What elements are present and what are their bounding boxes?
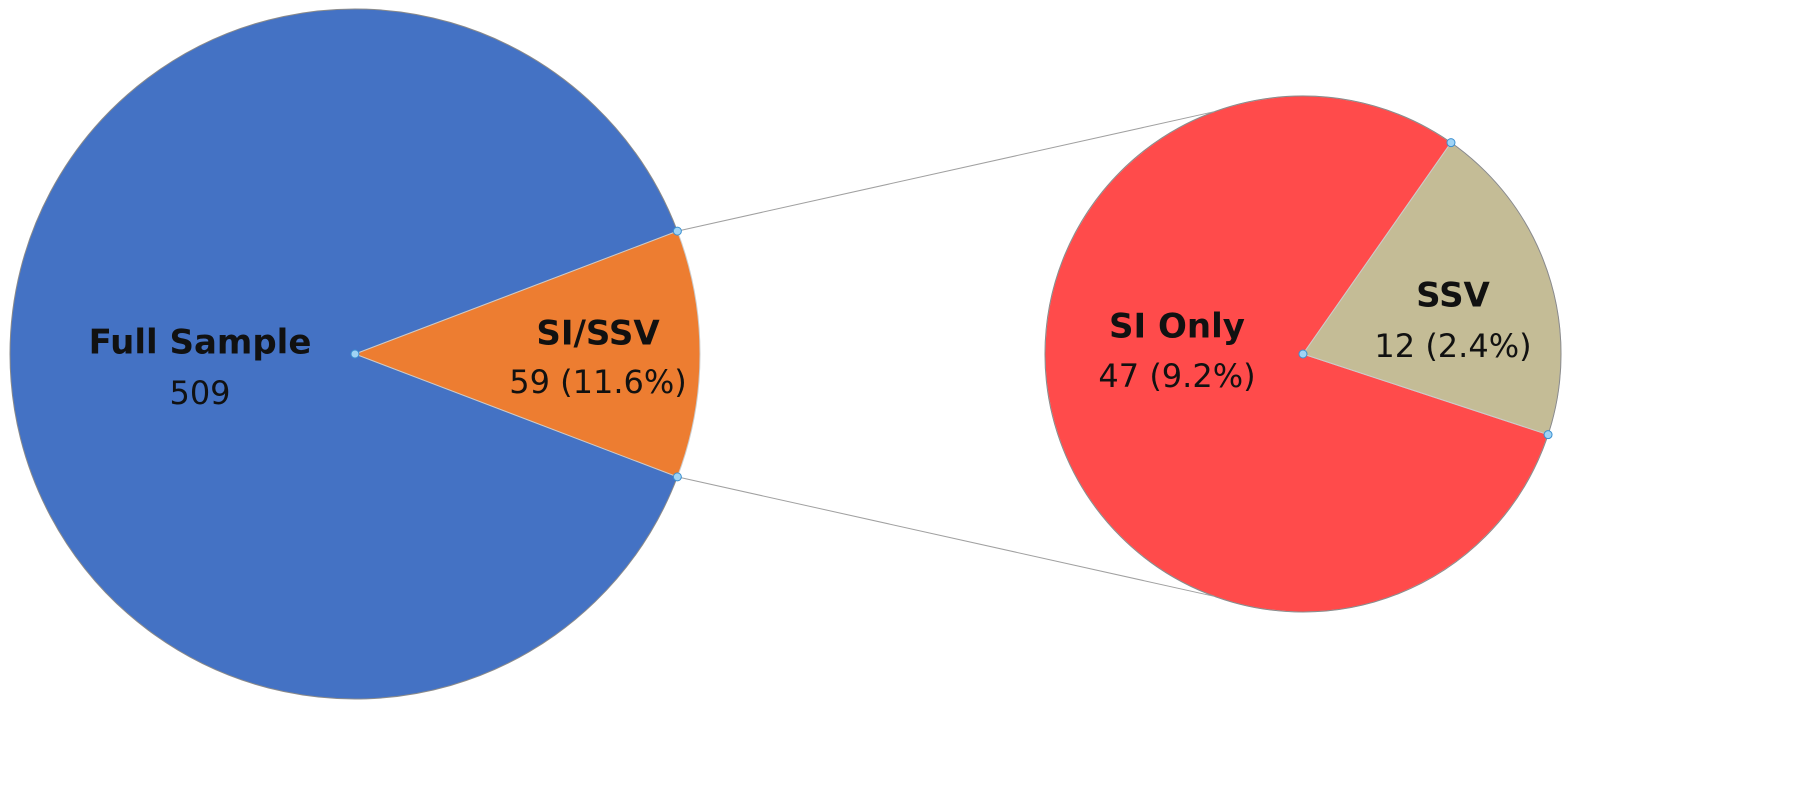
- value-label: 47 (9.2%): [1098, 357, 1255, 395]
- pie-slice: [353, 230, 701, 478]
- connector-line: [677, 476, 1215, 597]
- pie-slice: [9, 8, 679, 700]
- slice-name: Full Sample: [89, 323, 312, 363]
- connector-line: [677, 111, 1215, 232]
- handle-dot: [1298, 349, 1308, 359]
- handle-dot: [1446, 138, 1456, 148]
- handle-dot: [672, 472, 682, 482]
- handle-dot: [1543, 430, 1553, 440]
- value-label: 59 (11.6%): [509, 363, 687, 401]
- slice-name: SI/SSV: [536, 314, 660, 354]
- slice-name: SSV: [1416, 276, 1490, 316]
- pie-outline: [1044, 95, 1562, 613]
- value-label: 509: [169, 374, 230, 412]
- handle-dot: [350, 349, 360, 359]
- value-label: 12 (2.4%): [1374, 327, 1531, 365]
- slice-name: SI Only: [1109, 307, 1245, 347]
- handle-dot: [672, 226, 682, 236]
